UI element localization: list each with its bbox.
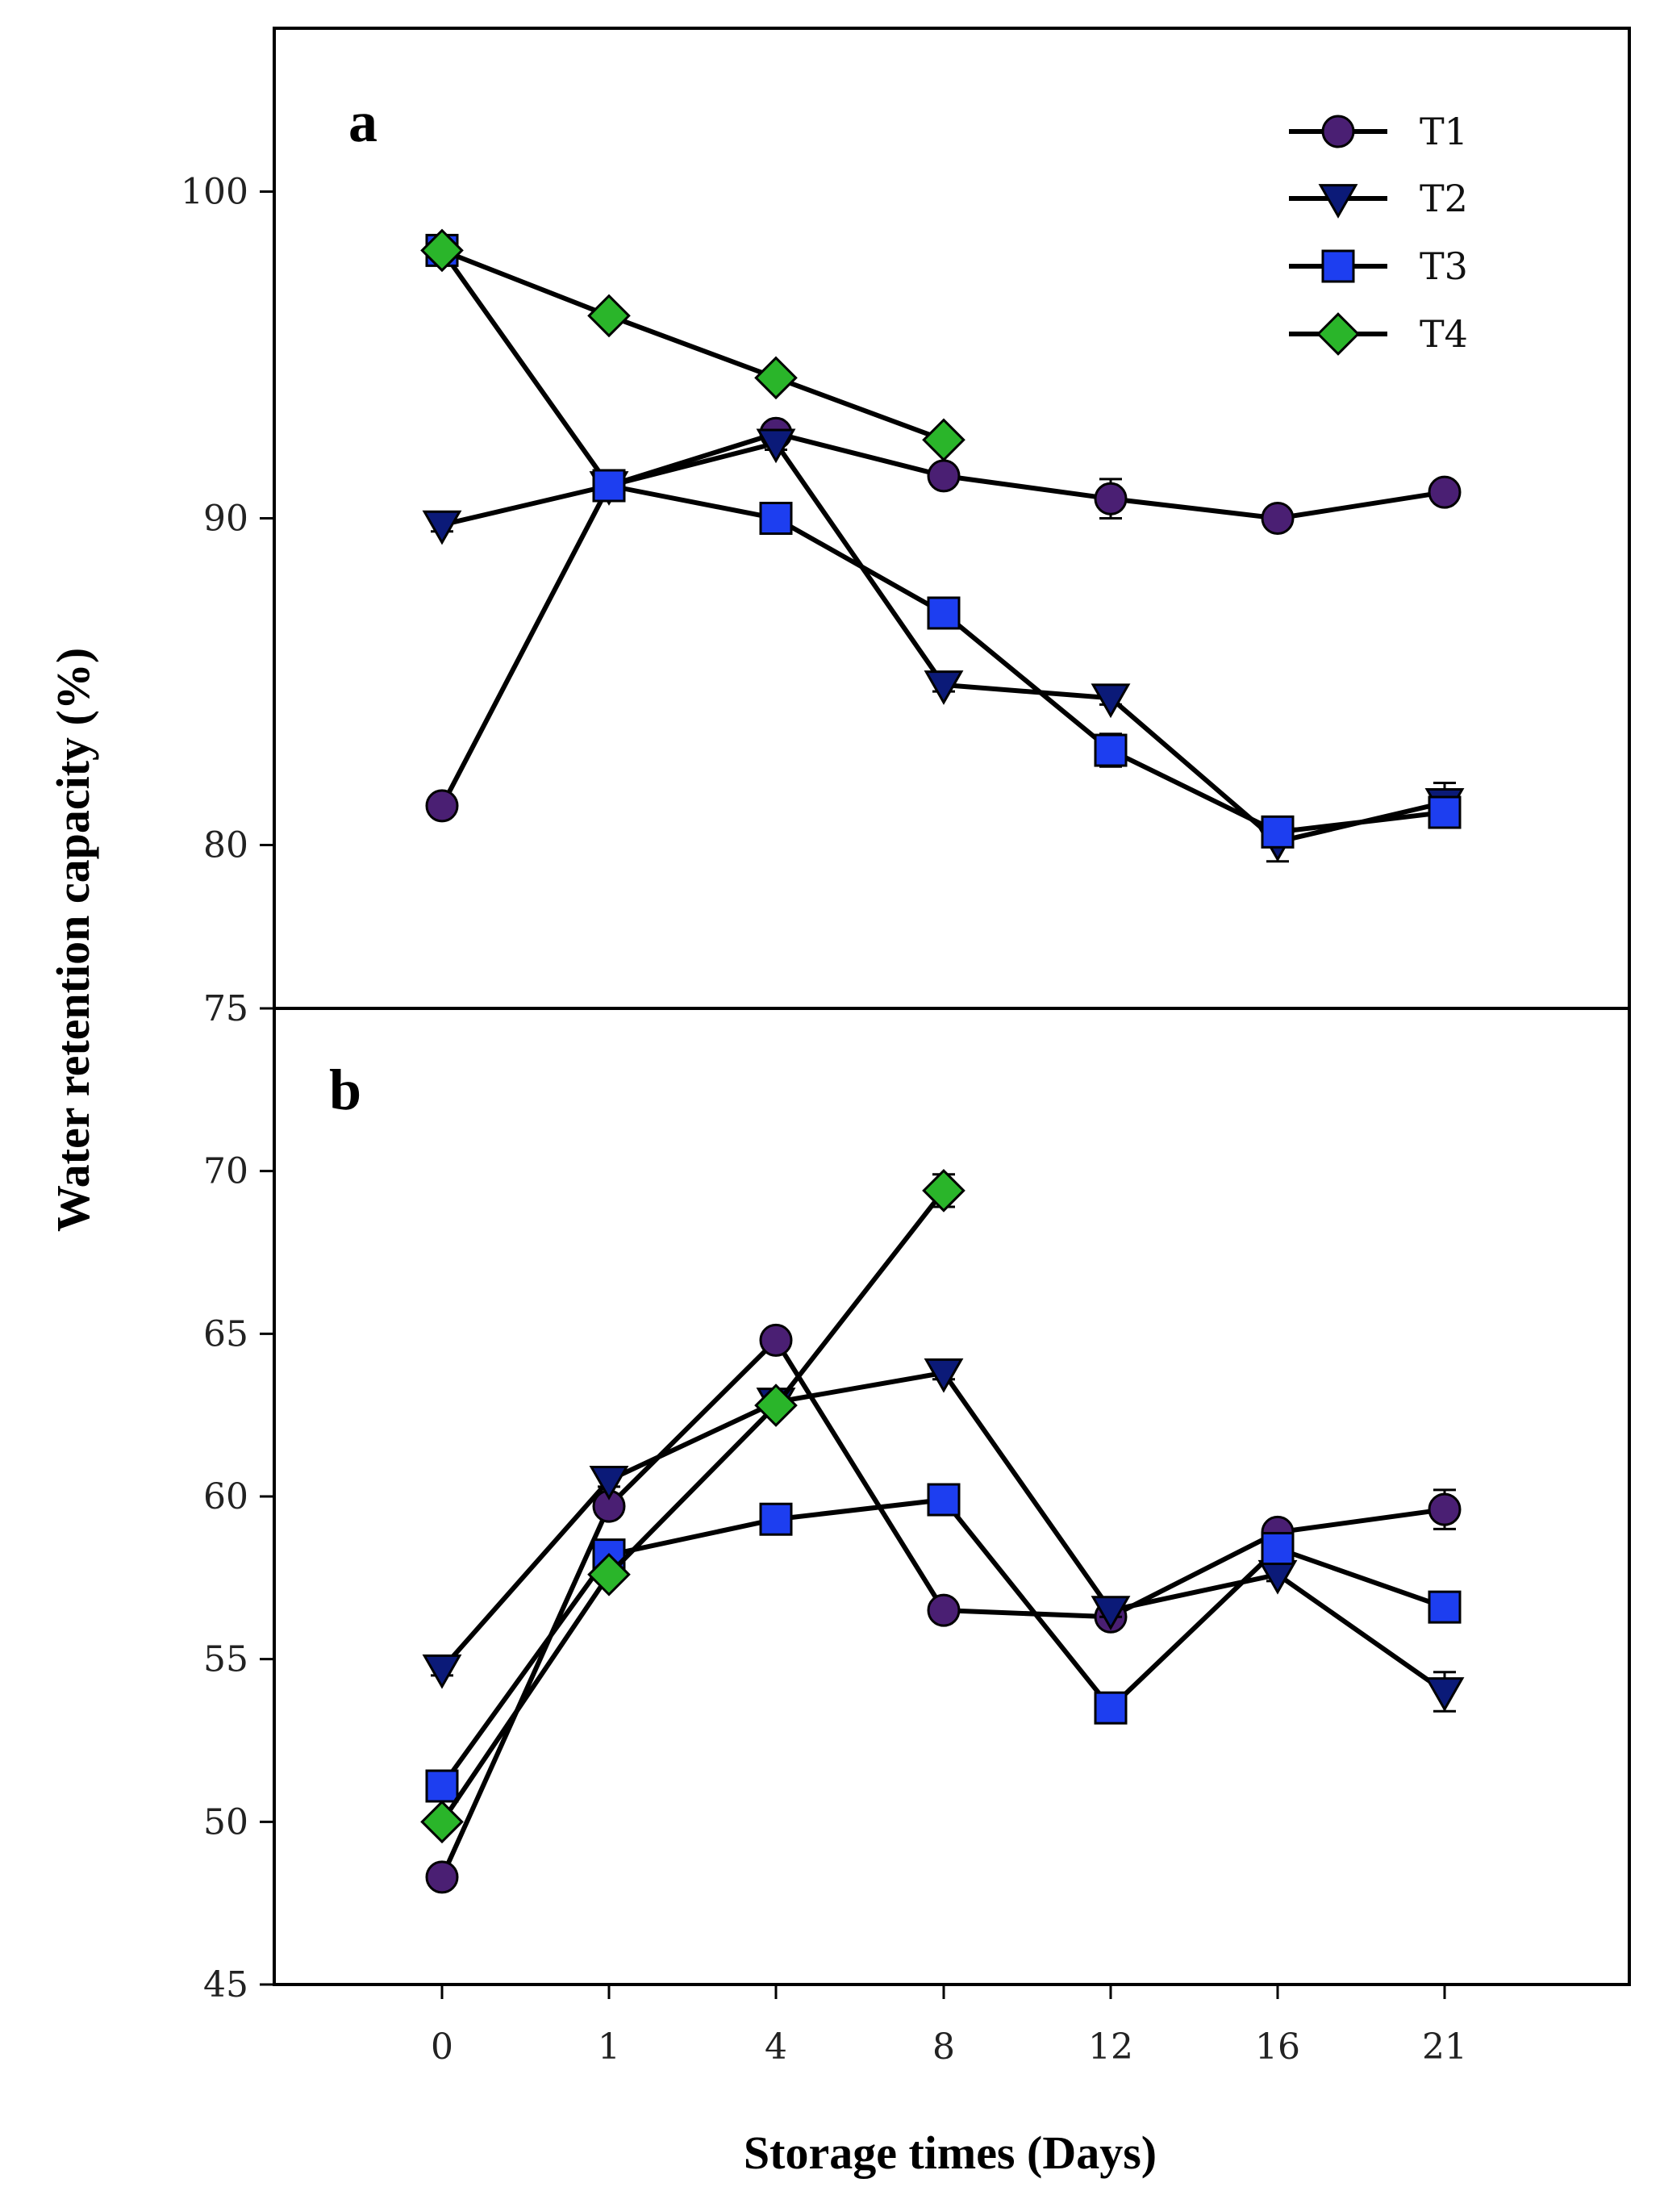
panel-b-ytick-label: 70 — [203, 1151, 248, 1192]
panel-a-series-t2-point — [422, 510, 462, 545]
panel-b-series-t3-point — [1094, 1691, 1128, 1725]
x-tick-label: 8 — [932, 2026, 955, 2068]
panel-b-series-t2-point — [924, 1358, 964, 1393]
panel-a-series-t1-point — [1428, 475, 1462, 509]
legend-t4-label: T4 — [1420, 312, 1468, 356]
panel-b-series-t3-point — [927, 1483, 961, 1517]
panel-b-series-t2-point — [589, 1465, 629, 1500]
panel-a-series-t1-point — [1261, 502, 1295, 535]
series-layer — [420, 228, 1465, 1894]
panel-a-ytick-label: 90 — [203, 499, 248, 540]
legend-t1-label: T1 — [1420, 110, 1468, 153]
panel-a-series-t2-point — [924, 670, 964, 705]
panel-a-series-t4-line — [440, 248, 945, 443]
panel-b-ytick-label: 50 — [203, 1801, 248, 1843]
panel-b-series-t4-point — [922, 1169, 965, 1212]
panel-b-ytick-label: 60 — [203, 1476, 248, 1517]
panel-b-series-t4-point — [420, 1800, 464, 1844]
panel-a-series-t3-point — [1261, 815, 1295, 849]
panel-a-series-t1-point — [425, 789, 459, 823]
panel-b-series-t4-point — [754, 1384, 798, 1427]
panel-a-series-t3-point — [1094, 733, 1128, 767]
panel-b-series-t4-line — [440, 1189, 946, 1824]
panel-b-ytick-label: 75 — [203, 988, 248, 1029]
x-tick-label: 4 — [765, 2026, 787, 2068]
panel-a-series-t4-point — [420, 228, 464, 273]
panel-a-letter: a — [348, 90, 377, 154]
legend-t4-marker — [1316, 312, 1360, 356]
panel-a-series-t2-point — [1091, 683, 1131, 719]
panel-b-series-t3-point — [1428, 1590, 1462, 1624]
x-tick-label: 0 — [431, 2026, 453, 2068]
panel-b-series-t1-point — [927, 1593, 961, 1627]
panel-a-series-t2-point — [756, 428, 796, 464]
panel-b-ytick-label: 55 — [203, 1639, 248, 1680]
panel-b-series-t3-point — [1261, 1532, 1295, 1566]
panel-b-ytick-label: 45 — [203, 1964, 248, 2005]
panel-b-series-t2-point — [1091, 1596, 1131, 1631]
legend-t2-marker — [1318, 184, 1358, 219]
panel-b-series-t1-point — [425, 1860, 459, 1894]
panel-a-series-t3-point — [759, 502, 793, 535]
legend-t1-marker — [1321, 115, 1355, 148]
panel-a-series-t3-point — [1428, 795, 1462, 829]
x-tick-label: 12 — [1088, 2026, 1133, 2068]
panel-a-series-t3-point — [592, 469, 626, 503]
panel-b-series-t1-point — [1428, 1492, 1462, 1526]
panel-b-series-t4-point — [587, 1552, 631, 1596]
panel-a-series-t4-point — [754, 356, 798, 400]
panel-a-series-t1-point — [1094, 482, 1128, 515]
panel-b-series-t3-point — [425, 1769, 459, 1803]
panel-a-series-t3-line — [440, 248, 1445, 835]
panel-b-ytick-label: 65 — [203, 1313, 248, 1354]
panel-a-series-t4-point — [922, 418, 965, 462]
panel-a-series-t2-line — [441, 440, 1445, 845]
panel-a-series-t1-point — [927, 459, 961, 493]
legend-t3-marker — [1321, 249, 1355, 283]
x-tick-label: 1 — [598, 2026, 620, 2068]
x-axis-title: Storage times (Days) — [744, 2126, 1157, 2179]
y-axis-title: Water retention capacity (%) — [47, 648, 99, 1232]
legend: T1 T2 T3 T4 — [1289, 110, 1468, 356]
legend-t2-label: T2 — [1420, 177, 1468, 220]
panel-a-series-t4-point — [587, 294, 631, 338]
panel-a-ytick-label: 75 — [203, 988, 248, 1029]
legend-t3-label: T3 — [1420, 244, 1468, 288]
x-tick-label: 21 — [1422, 2026, 1467, 2068]
x-tick-label: 16 — [1255, 2026, 1300, 2068]
panel-a-ytick-label: 80 — [203, 825, 248, 866]
panel-a-series-t3-point — [927, 596, 961, 630]
panel-b-series-t1-point — [759, 1323, 793, 1357]
panel-b-series-t2-point — [422, 1654, 462, 1689]
panel-b-letter: b — [329, 1058, 361, 1122]
panel-b-series-t3-point — [759, 1502, 793, 1536]
panel-b-series-t2-point — [1424, 1677, 1465, 1712]
panel-a-ytick-label: 100 — [181, 172, 248, 213]
